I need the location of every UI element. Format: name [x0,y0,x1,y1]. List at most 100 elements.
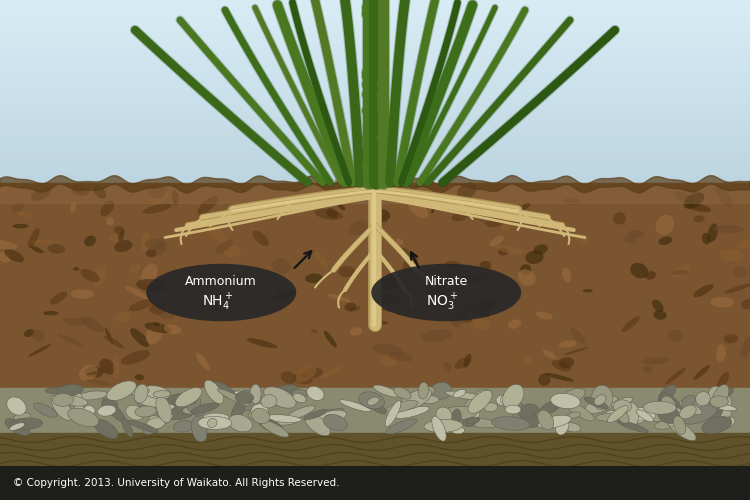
Ellipse shape [167,292,182,308]
Ellipse shape [386,400,400,426]
Ellipse shape [464,389,488,412]
Ellipse shape [680,401,702,414]
Ellipse shape [123,387,149,394]
Ellipse shape [458,317,472,322]
Ellipse shape [498,248,508,256]
Ellipse shape [142,204,172,214]
Ellipse shape [474,298,496,312]
Ellipse shape [233,391,250,402]
Ellipse shape [146,249,157,257]
Ellipse shape [653,310,667,320]
Ellipse shape [314,209,344,220]
Ellipse shape [149,192,168,204]
Ellipse shape [716,372,729,390]
Ellipse shape [258,418,284,434]
Ellipse shape [665,368,686,384]
Ellipse shape [197,196,217,214]
Ellipse shape [719,410,731,418]
Ellipse shape [247,338,278,348]
Ellipse shape [430,382,451,400]
Ellipse shape [103,398,125,422]
Ellipse shape [424,420,463,432]
Ellipse shape [310,409,340,424]
Ellipse shape [467,304,490,318]
Ellipse shape [358,392,385,409]
Ellipse shape [251,408,270,424]
Ellipse shape [453,390,466,398]
Ellipse shape [382,276,400,285]
Ellipse shape [667,330,683,342]
Ellipse shape [373,344,404,357]
Ellipse shape [492,416,530,430]
Ellipse shape [307,386,324,400]
Ellipse shape [498,212,511,231]
Ellipse shape [613,212,626,224]
Ellipse shape [196,353,210,370]
Ellipse shape [630,263,648,278]
Ellipse shape [72,184,90,196]
Ellipse shape [403,255,418,274]
Ellipse shape [215,303,234,311]
Ellipse shape [388,352,413,362]
Ellipse shape [154,240,167,256]
Ellipse shape [533,244,548,254]
Ellipse shape [320,366,343,378]
Ellipse shape [557,426,572,432]
Ellipse shape [453,308,467,328]
Ellipse shape [160,402,177,413]
Ellipse shape [720,418,735,428]
Ellipse shape [422,386,435,395]
Ellipse shape [118,230,124,241]
Ellipse shape [454,276,466,284]
Ellipse shape [681,395,696,407]
Ellipse shape [185,389,201,414]
Ellipse shape [326,208,338,218]
Ellipse shape [710,400,724,423]
Ellipse shape [584,397,608,409]
Ellipse shape [682,405,717,424]
Ellipse shape [563,198,579,205]
Ellipse shape [229,414,252,432]
Ellipse shape [208,418,217,428]
Ellipse shape [45,387,80,394]
Ellipse shape [350,328,362,336]
Ellipse shape [130,300,157,308]
Ellipse shape [644,401,676,414]
Ellipse shape [655,420,675,430]
Ellipse shape [280,371,296,384]
Ellipse shape [656,215,674,235]
Ellipse shape [462,418,476,426]
Ellipse shape [380,294,401,306]
Text: NH$_4^+$: NH$_4^+$ [202,292,233,313]
Ellipse shape [320,408,344,420]
Ellipse shape [538,400,562,415]
Ellipse shape [663,402,673,409]
Ellipse shape [636,410,653,422]
Ellipse shape [508,320,521,329]
Ellipse shape [457,182,476,200]
Ellipse shape [472,318,490,330]
Text: Ammonium: Ammonium [185,275,257,288]
Ellipse shape [712,392,728,401]
Ellipse shape [511,404,524,429]
Ellipse shape [13,224,28,228]
Ellipse shape [617,410,629,424]
Ellipse shape [702,233,710,244]
Ellipse shape [286,406,315,419]
Ellipse shape [153,322,160,326]
Ellipse shape [28,228,40,248]
Ellipse shape [53,394,74,406]
Ellipse shape [570,328,585,344]
Ellipse shape [264,387,296,408]
Ellipse shape [662,396,676,414]
Ellipse shape [295,366,316,382]
Ellipse shape [145,238,165,250]
Ellipse shape [99,358,116,374]
Ellipse shape [204,380,224,404]
Ellipse shape [374,217,388,226]
Ellipse shape [658,385,676,403]
Ellipse shape [395,238,404,245]
Ellipse shape [85,366,104,378]
Ellipse shape [100,200,114,216]
Ellipse shape [73,267,80,271]
